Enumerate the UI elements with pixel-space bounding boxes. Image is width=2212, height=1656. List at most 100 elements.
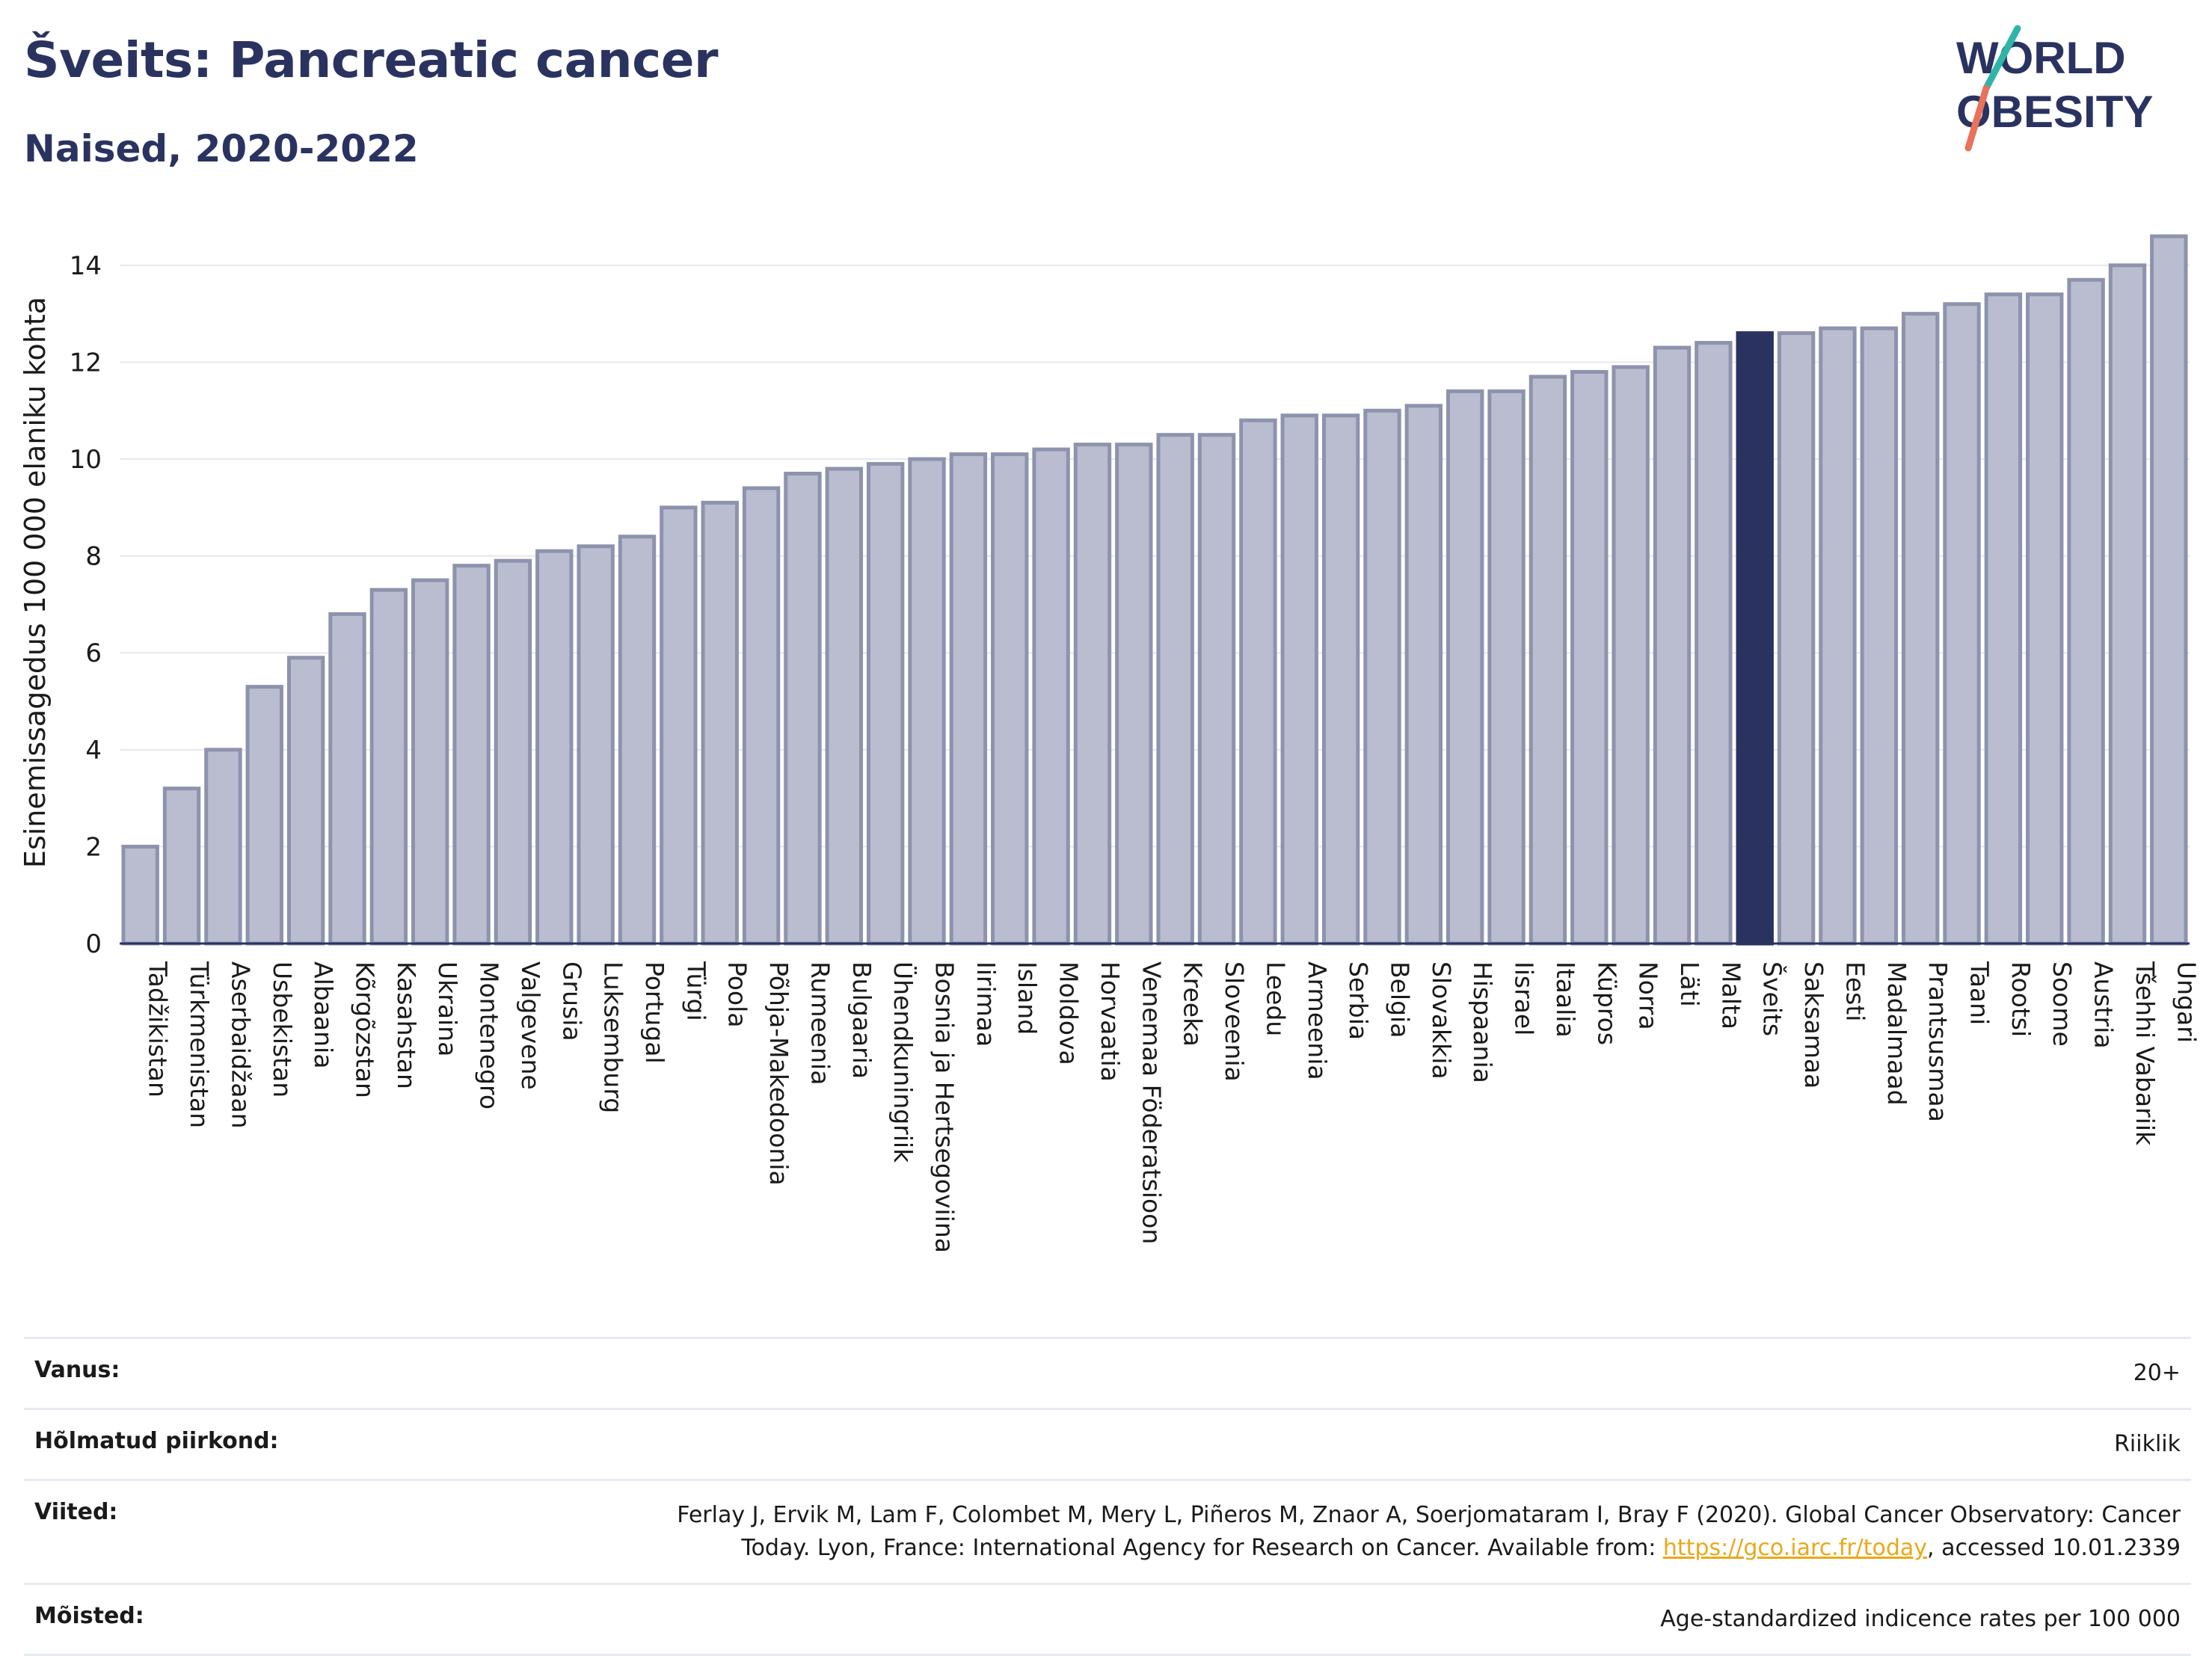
bar (494, 558, 532, 946)
bar (369, 588, 408, 946)
x-tick-label: Saksamaa (1799, 961, 1828, 1089)
reference-line2-pre: Today. Lyon, France: International Agenc… (741, 1535, 1663, 1561)
x-tick-label: Ungari (2172, 961, 2201, 1043)
bar (1529, 375, 1567, 946)
bar (825, 467, 863, 946)
y-tick-label: 12 (70, 348, 102, 378)
info-key-age: Vanus: (34, 1357, 120, 1383)
x-tick-label: Türkmenistan (185, 961, 214, 1128)
bar (1695, 341, 1733, 946)
info-value-definitions: Age-standardized indicence rates per 100… (1660, 1606, 2181, 1632)
y-tick-label: 0 (85, 929, 102, 959)
x-tick-label: Iirimaa (971, 961, 1001, 1047)
x-tick-label: Iisrael (1510, 961, 1539, 1035)
x-tick-label: Türgi (681, 961, 710, 1021)
x-tick-label: Valgevene (516, 961, 545, 1090)
x-tick-label: Belgia (1385, 961, 1414, 1038)
bar (286, 656, 325, 946)
bar (991, 452, 1029, 946)
x-tick-label: Sloveenia (1220, 961, 1249, 1082)
x-tick-label: Luksemburg (599, 961, 628, 1113)
logo-line1: WORLD (1956, 33, 2126, 83)
bar (204, 748, 242, 946)
bar (618, 535, 657, 946)
bar (1239, 418, 1277, 946)
x-tick-label: Tadžikistan (144, 961, 173, 1098)
x-tick-label: Albaania (309, 961, 338, 1068)
bar (1860, 326, 1898, 946)
bar (1363, 408, 1401, 946)
bar-chart: 0 2 4 6 8 10 12 14 Tadžikistan Türkmenistan Aserb… (19, 234, 2202, 1253)
bar (162, 787, 201, 946)
bar (1653, 345, 1692, 946)
bars (121, 234, 2188, 946)
x-tick-label: Bosnia ja Hertsegoviina (930, 961, 959, 1253)
info-row-age: Vanus: 20+ (24, 1337, 2191, 1408)
bar-highlight (1736, 331, 1774, 946)
x-tick-label: Kasahstan (392, 961, 421, 1089)
info-value-references: Ferlay J, Ervik M, Lam F, Colombet M, Me… (677, 1499, 2181, 1565)
x-tick-label: Moldova (1054, 961, 1084, 1065)
info-key-coverage: Hõlmatud piirkond: (34, 1428, 279, 1454)
info-row-coverage: Hõlmatud piirkond: Riiklik (24, 1408, 2191, 1479)
bar (701, 500, 739, 946)
bar (1487, 389, 1526, 946)
bar (784, 471, 822, 946)
bar (2150, 234, 2188, 946)
y-tick-label: 14 (70, 251, 102, 281)
bar (742, 486, 781, 946)
x-tick-label: Soome (2047, 961, 2077, 1047)
bar (1984, 292, 2023, 946)
x-tick-label: Horvaatia (1096, 961, 1125, 1082)
x-tick-label: Island (1013, 961, 1042, 1035)
y-tick-label: 6 (85, 638, 102, 668)
x-tick-label: Austria (2089, 961, 2119, 1049)
bar (1901, 312, 1940, 946)
bar (411, 578, 449, 946)
bar (2026, 292, 2064, 946)
reference-link[interactable]: https://gco.iarc.fr/today (1662, 1535, 1928, 1561)
x-tick-label: Usbekistan (268, 961, 297, 1098)
x-tick-label: Tšehhi Vabariik (2130, 961, 2160, 1146)
logo-slash-teal (1982, 25, 2021, 92)
x-tick-label: Šveits (1758, 961, 1788, 1036)
x-tick-label: Montenegro (475, 961, 504, 1109)
x-tick-label: Taani (1965, 961, 1994, 1025)
x-tick-label: Bulgaaria (847, 961, 876, 1079)
bar (1197, 433, 1236, 946)
bar (1446, 389, 1484, 946)
y-tick-label: 8 (85, 542, 102, 572)
bar (1115, 443, 1153, 946)
bar (328, 612, 366, 946)
bar (1321, 413, 1360, 946)
info-table: Vanus: 20+ Hõlmatud piirkond: Riiklik Vi… (24, 1337, 2191, 1656)
bar (577, 544, 615, 946)
logo-line2: OBESITY (1956, 87, 2153, 137)
y-axis-ticks: 0 2 4 6 8 10 12 14 (70, 251, 102, 959)
bar (245, 685, 283, 946)
x-tick-label: Serbia (1344, 961, 1373, 1040)
x-tick-label: Küpros (1592, 961, 1621, 1045)
x-tick-label: Poola (723, 961, 752, 1028)
x-tick-label: Läti (1675, 961, 1704, 1007)
reference-line1: Ferlay J, Ervik M, Lam F, Colombet M, Me… (677, 1502, 2181, 1528)
x-tick-label: Põhja-Makedoonia (764, 961, 793, 1186)
x-tick-label: Ühendkuningriik (888, 961, 918, 1163)
bar (1612, 365, 1650, 946)
x-tick-label: Madalmaad (1882, 961, 1911, 1106)
x-tick-label: Slovakkia (1427, 961, 1456, 1080)
x-axis-ticks: Tadžikistan Türkmenistan Aserbaidžaan Usbek… (144, 961, 2202, 1253)
x-tick-label: Ukraina (433, 961, 462, 1056)
bar (1404, 404, 1443, 946)
x-tick-label: Kõrgõzstan (350, 961, 379, 1098)
x-tick-label: Portugal (640, 961, 669, 1064)
info-value-coverage: Riiklik (2114, 1431, 2181, 1457)
bar (908, 457, 946, 946)
x-tick-label: Itaalia (1551, 961, 1580, 1038)
x-tick-label: Aserbaidžaan (226, 961, 255, 1129)
x-tick-label: Prantsusmaa (1923, 961, 1953, 1122)
info-key-references: Viited: (34, 1499, 118, 1525)
y-axis-label: Esinemissagedus 100 000 elaniku kohta (19, 297, 52, 868)
bar (1073, 443, 1112, 946)
bar (2067, 277, 2105, 946)
